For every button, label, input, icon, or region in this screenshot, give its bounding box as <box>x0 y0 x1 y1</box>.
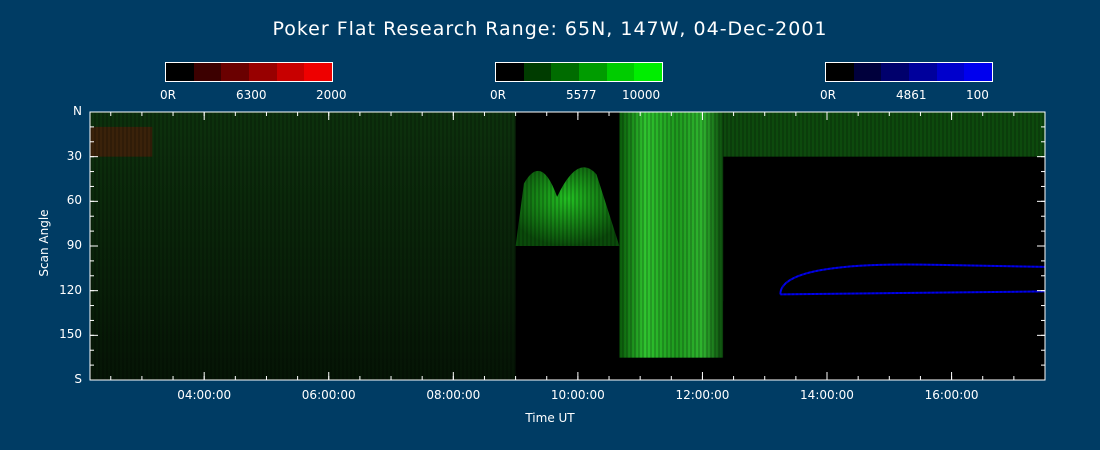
x-tick-label: 14:00:00 <box>800 388 854 402</box>
colorbar-red-swatch <box>193 63 222 81</box>
colorbar-red-min: 0R <box>160 88 176 102</box>
y-tick-label: S <box>74 372 82 386</box>
x-tick-label: 10:00:00 <box>550 388 605 402</box>
y-tick-label: 120 <box>59 282 82 297</box>
x-tick-label: 16:00:00 <box>924 388 979 402</box>
colorbar-green-max: 10000 <box>622 88 661 102</box>
colorbar-green-swatch <box>523 63 552 81</box>
x-tick-label: 12:00:00 <box>675 388 730 402</box>
colorbar-red-swatch <box>249 63 277 81</box>
colorbar-green-mid: 5577 <box>566 88 597 102</box>
colorbar-blue-max: 100 <box>966 88 989 102</box>
y-tick-label: 30 <box>66 148 82 163</box>
y-axis-label: Scan Angle <box>37 209 51 277</box>
colorbar-red-mid: 6300 <box>236 88 267 102</box>
colorbar-green-swatch <box>606 63 635 81</box>
x-tick-label: 04:00:00 <box>177 388 232 402</box>
colorbar-green <box>495 62 663 82</box>
colorbar-blue-swatch <box>826 63 854 81</box>
y-tick-label: N <box>73 104 82 118</box>
colorbar-red-swatch <box>221 63 250 81</box>
colorbar-blue-swatch <box>853 63 882 81</box>
y-tick-label: 60 <box>66 193 82 208</box>
chart-title: Poker Flat Research Range: 65N, 147W, 04… <box>272 18 828 40</box>
colorbar-red <box>165 62 333 82</box>
x-tick-label: 06:00:00 <box>301 388 356 402</box>
colorbar-green-min: 0R <box>490 88 506 102</box>
x-tick-label: 08:00:00 <box>426 388 481 402</box>
plot-frame <box>89 111 1046 381</box>
x-axis-label: Time UT <box>525 411 575 425</box>
texture-overlay <box>90 112 1045 380</box>
colorbar-blue-mid: 4861 <box>896 88 927 102</box>
axes-layer <box>89 111 1046 381</box>
colorbar-green-swatch <box>496 63 524 81</box>
keogram-svg <box>90 112 1045 380</box>
colorbar-blue-swatch <box>964 63 993 81</box>
colorbar-red-max: 2000 <box>316 88 347 102</box>
colorbar-green-swatch <box>579 63 607 81</box>
y-tick-label: 90 <box>66 238 82 252</box>
colorbar-blue-min: 0R <box>820 88 836 102</box>
colorbar-red-swatch <box>166 63 194 81</box>
colorbar-green-swatch <box>551 63 580 81</box>
colorbar-blue-swatch <box>909 63 937 81</box>
colorbar-red-swatch <box>276 63 305 81</box>
colorbar-green-swatch <box>634 63 663 81</box>
colorbar-blue-swatch <box>936 63 965 81</box>
colorbar-blue <box>825 62 993 82</box>
colorbar-blue-swatch <box>881 63 910 81</box>
y-tick-label: 150 <box>59 327 82 342</box>
colorbar-red-swatch <box>304 63 333 81</box>
keogram-plot <box>90 112 1045 380</box>
